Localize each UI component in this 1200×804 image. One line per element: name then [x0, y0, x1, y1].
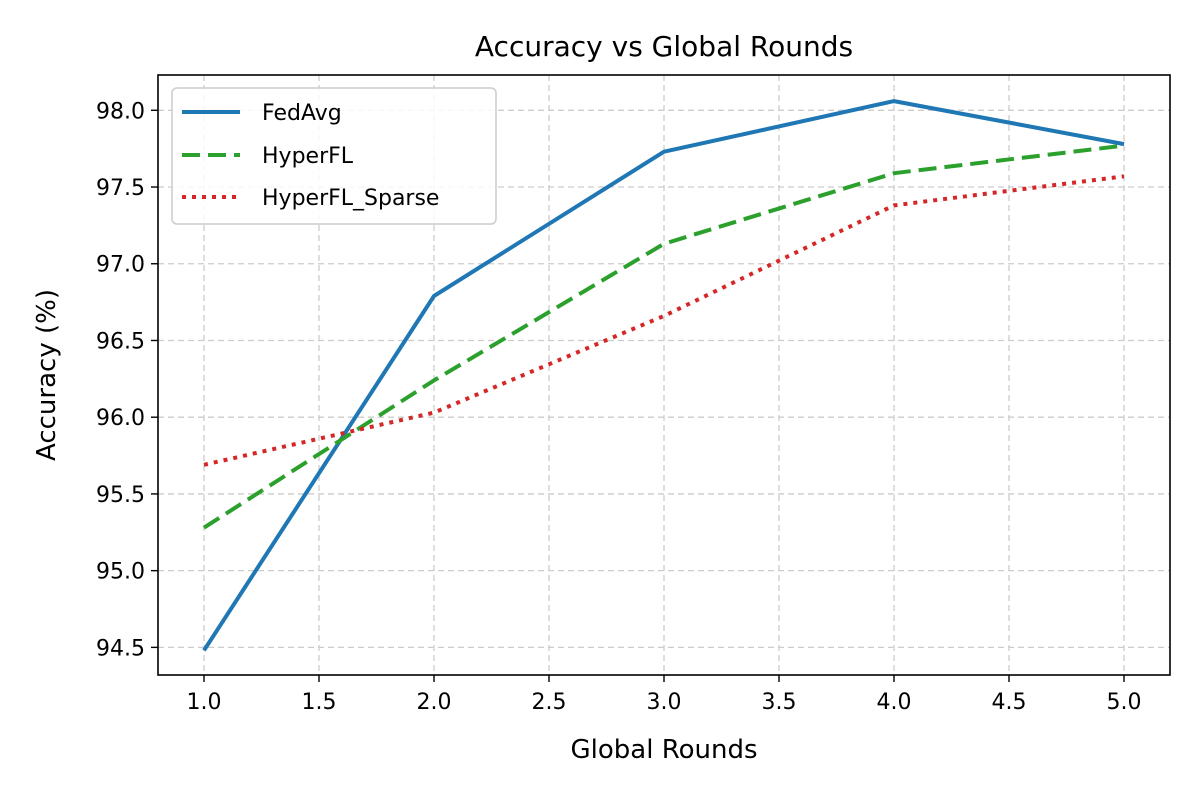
y-tick-label: 96.0: [96, 406, 145, 431]
x-tick-label: 4.0: [877, 690, 912, 715]
series-layer: [202, 99, 1125, 652]
legend-box: [171, 87, 497, 225]
series-line-hyperfl: [202, 143, 1125, 530]
grid: [158, 75, 1170, 675]
ticks-layer: 1.0 1.5 2.0 2.5 3.0 3.5 4.0 4.5 5.0 94.5 95.0 95.5 9…: [96, 99, 1141, 715]
legend-label-hyperfl-sparse: HyperFL_Sparse: [262, 186, 439, 211]
y-tick-label: 94.5: [96, 636, 145, 661]
y-tick-label: 95.5: [96, 483, 145, 508]
y-tick-label: 98.0: [96, 99, 145, 124]
x-tick-label: 4.5: [992, 690, 1027, 715]
x-tick-label: 5.0: [1107, 690, 1142, 715]
y-tick-label: 97.5: [96, 176, 145, 201]
x-tick-label: 1.0: [187, 690, 222, 715]
legend: FedAvg HyperFL HyperFL_Sparse: [171, 87, 497, 225]
x-axis-label: Global Rounds: [570, 735, 757, 765]
chart-title: Accuracy vs Global Rounds: [475, 30, 853, 63]
series-line-fedavg: [202, 99, 1125, 652]
x-tick-label: 3.5: [762, 690, 797, 715]
x-tick-label: 2.0: [417, 690, 452, 715]
x-tick-label: 2.5: [532, 690, 567, 715]
y-tick-label: 97.0: [96, 253, 145, 278]
y-tick-label: 96.5: [96, 329, 145, 354]
y-tick-label: 95.0: [96, 560, 145, 585]
x-tick-label: 3.0: [647, 690, 682, 715]
x-tick-label: 1.5: [302, 690, 337, 715]
legend-label-fedavg: FedAvg: [262, 101, 342, 126]
y-axis-label: Accuracy (%): [32, 289, 62, 461]
legend-label-hyperfl: HyperFL: [262, 144, 354, 169]
